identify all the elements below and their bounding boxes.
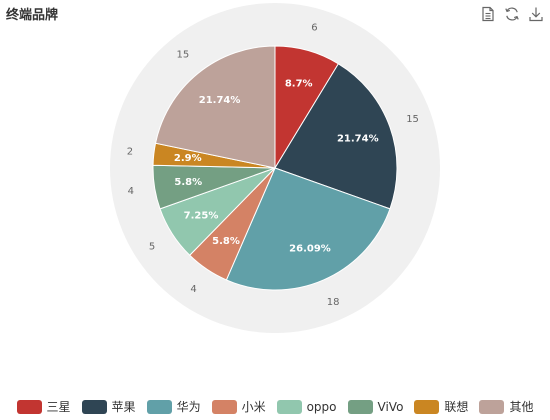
- slice-value-label: 15: [406, 114, 419, 125]
- legend-swatch: [211, 399, 237, 414]
- legend-label: 苹果: [111, 400, 136, 414]
- legend-label: 华为: [176, 400, 201, 414]
- legend-item[interactable]: 三星: [16, 398, 71, 415]
- legend-swatch: [16, 399, 42, 414]
- pie-slice-2[interactable]: [274, 63, 398, 210]
- legend-swatch: [276, 399, 302, 414]
- slice-percent-label: 5.8%: [174, 177, 202, 188]
- slice-value-label: 6: [311, 22, 317, 33]
- slice-value-label: 5: [149, 242, 155, 253]
- slice-percent-label: 21.74%: [199, 95, 241, 106]
- slice-value-label: 2: [127, 146, 133, 157]
- legend-item[interactable]: 小米: [211, 398, 266, 415]
- legend-item[interactable]: 其他: [479, 398, 533, 415]
- chart-title: 终端品牌: [6, 8, 59, 23]
- pie-slice-8[interactable]: [154, 45, 276, 169]
- legend-swatch: [479, 399, 505, 414]
- legend-label: 三星: [46, 400, 71, 414]
- save-as-image-icon[interactable]: [528, 6, 544, 22]
- legend-item[interactable]: 联想: [414, 398, 468, 415]
- legend-swatch: [146, 399, 172, 414]
- slice-value-label: 4: [128, 186, 134, 197]
- slice-percent-label: 2.9%: [174, 153, 202, 164]
- legend-item[interactable]: 华为: [146, 398, 201, 415]
- slice-percent-label: 21.74%: [337, 134, 379, 145]
- legend-swatch: [414, 399, 440, 414]
- data-view-icon[interactable]: [480, 6, 496, 22]
- legend-swatch: [81, 399, 107, 414]
- slice-percent-label: 7.25%: [184, 210, 219, 221]
- slice-value-label: 15: [176, 50, 189, 61]
- slice-value-label: 18: [327, 297, 340, 308]
- legend-label: 小米: [241, 400, 266, 414]
- legend-label: 联想: [444, 400, 469, 414]
- legend-item[interactable]: oppo: [276, 398, 337, 415]
- legend-label: oppo: [306, 399, 337, 414]
- slice-percent-label: 5.8%: [212, 236, 240, 247]
- legend-swatch: [347, 399, 373, 414]
- pie-slice-3[interactable]: [225, 167, 391, 291]
- slice-percent-label: 26.09%: [289, 244, 331, 255]
- legend-label: ViVo: [377, 399, 404, 414]
- pie-chart: 8.7%21.74%26.09%5.8%7.25%5.8%2.9%21.74% …: [110, 3, 440, 333]
- toolbox: [480, 6, 544, 22]
- slice-percent-label: 8.7%: [285, 78, 313, 89]
- legend-item[interactable]: 苹果: [81, 398, 136, 415]
- legend: 三星 苹果 华为 小米 oppo ViVo 联想 其他: [0, 398, 550, 415]
- slice-value-label: 4: [190, 284, 196, 295]
- legend-label: 其他: [509, 400, 534, 414]
- restore-icon[interactable]: [504, 6, 520, 22]
- legend-item[interactable]: ViVo: [347, 398, 404, 415]
